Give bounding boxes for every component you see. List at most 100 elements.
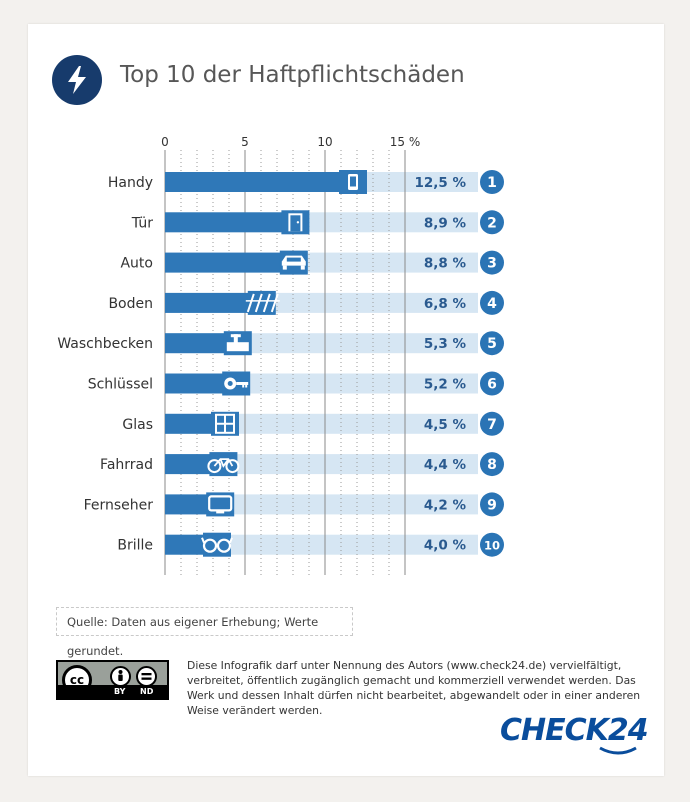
bicycle-icon xyxy=(207,459,222,474)
bar-icon-group xyxy=(279,250,308,275)
tv-icon xyxy=(208,495,233,512)
cc-license-badge: cc BY ND xyxy=(56,660,169,700)
bicycle-frame xyxy=(213,458,234,468)
bar xyxy=(165,172,365,192)
bar-icon-group xyxy=(201,532,233,557)
cc-nd-equals-icon xyxy=(136,666,157,687)
cc-nd-label: ND xyxy=(140,687,154,696)
bar-icon-group xyxy=(222,371,251,396)
glasses-temple xyxy=(201,537,233,544)
floor-icon xyxy=(270,293,279,313)
bar-background xyxy=(165,413,478,434)
key-shaft xyxy=(236,382,249,385)
value-label: 8,9 % xyxy=(424,215,467,231)
rank-label: 8 xyxy=(487,457,497,473)
x-tick-label: 0 xyxy=(161,135,169,149)
sink-spout xyxy=(230,334,241,338)
value-label: 5,3 % xyxy=(424,336,467,352)
category-label: Handy xyxy=(108,175,153,191)
car-wheel xyxy=(282,265,287,270)
rank-label: 4 xyxy=(487,296,497,312)
rank-label: 7 xyxy=(487,417,497,433)
bar-icon-group xyxy=(207,452,240,477)
bicycle-wheel xyxy=(225,459,240,474)
rank-badge xyxy=(480,170,504,194)
floor-icon xyxy=(254,293,263,313)
key-hole xyxy=(227,381,233,386)
key-bit xyxy=(245,384,248,388)
rank-label: 3 xyxy=(487,256,497,272)
value-label: 4,5 % xyxy=(424,417,467,433)
rank-badge xyxy=(480,492,504,517)
tv-stand xyxy=(216,511,225,514)
value-label: 4,0 % xyxy=(424,538,467,554)
license-text: Diese Infografik darf unter Nennung des … xyxy=(187,659,641,717)
car-wheel xyxy=(300,265,305,270)
lightning-icon xyxy=(52,55,102,105)
floor-icon xyxy=(262,293,271,313)
bar-icon-group xyxy=(281,210,310,235)
phone-screen xyxy=(350,176,356,187)
floor-icon xyxy=(246,293,255,313)
door-panel xyxy=(290,215,301,232)
check24-logo: CHECK24 xyxy=(500,713,649,748)
key-bit xyxy=(242,384,245,388)
x-tick-label: 5 xyxy=(241,135,249,149)
sink-icon xyxy=(226,342,249,352)
category-label: Fahrrad xyxy=(100,457,153,473)
x-tick-label: 15 % xyxy=(390,135,421,149)
rank-label: 9 xyxy=(487,497,497,513)
value-label: 12,5 % xyxy=(414,175,466,191)
rank-label: 6 xyxy=(487,377,497,393)
category-label: Glas xyxy=(122,417,153,433)
rank-badge xyxy=(480,452,504,477)
bar xyxy=(165,212,308,233)
rank-badge xyxy=(480,532,504,557)
bar-icon-group xyxy=(206,492,235,517)
cc-by-person-icon xyxy=(110,666,131,687)
logo-swoosh-icon xyxy=(599,746,637,755)
value-label: 4,4 % xyxy=(424,457,467,473)
category-label: Fernseher xyxy=(84,497,154,513)
cc-by-label: BY xyxy=(114,687,126,696)
cc-badge-footer xyxy=(58,685,167,698)
bar-icon-group xyxy=(211,411,239,436)
rank-badge xyxy=(480,411,504,436)
bar-icon-group xyxy=(339,170,367,194)
rank-label: 5 xyxy=(487,336,497,352)
rank-label: 2 xyxy=(487,215,497,231)
bar-background xyxy=(165,494,478,515)
value-label: 6,8 % xyxy=(424,296,467,312)
bar xyxy=(165,292,274,313)
category-label: Boden xyxy=(108,296,153,312)
rank-label: 1 xyxy=(487,175,497,191)
glasses-icon xyxy=(202,538,218,553)
rank-label: 10 xyxy=(484,539,500,553)
value-label: 5,2 % xyxy=(424,377,467,393)
rank-badge xyxy=(480,331,504,356)
rank-badge xyxy=(480,371,504,396)
source-note: Quelle: Daten aus eigener Erhebung; Wert… xyxy=(56,607,353,658)
bar xyxy=(165,252,306,273)
page-title: Top 10 der Haftpflichtschäden xyxy=(120,62,465,88)
glasses-lens xyxy=(216,538,232,553)
infographic-card xyxy=(28,24,664,776)
rank-badge xyxy=(480,250,504,275)
door-knob xyxy=(296,221,300,224)
car-window xyxy=(286,257,301,262)
bar-background xyxy=(165,454,478,475)
rank-badge xyxy=(480,290,504,315)
category-label: Auto xyxy=(120,256,153,272)
category-label: Tür xyxy=(131,215,154,231)
x-tick-label: 10 xyxy=(317,135,332,149)
bar-background xyxy=(165,534,478,555)
category-label: Waschbecken xyxy=(57,336,153,352)
value-label: 4,2 % xyxy=(424,497,467,513)
bar-icon-group xyxy=(245,290,280,315)
rank-badge xyxy=(480,210,504,235)
value-label: 8,8 % xyxy=(424,256,467,272)
category-label: Brille xyxy=(117,538,153,554)
category-label: Schlüssel xyxy=(88,377,153,393)
sink-tap xyxy=(233,334,238,344)
